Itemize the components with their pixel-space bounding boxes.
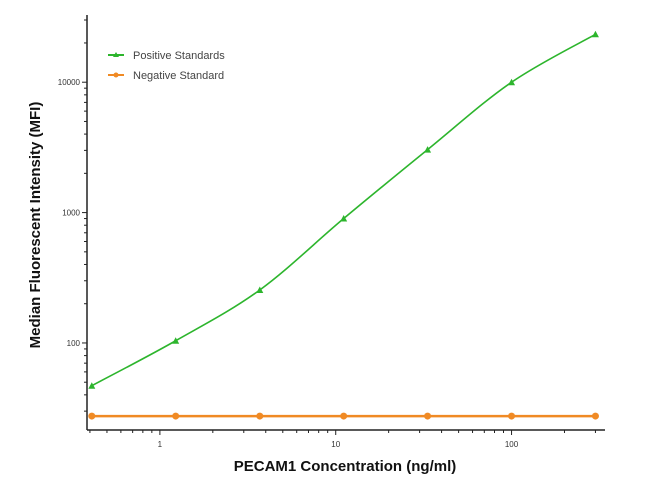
data-point: [172, 412, 180, 420]
data-point: [256, 286, 264, 293]
data-point: [172, 337, 180, 344]
data-point: [424, 146, 432, 153]
x-axis-label: PECAM1 Concentration (ng/ml): [234, 458, 457, 475]
legend-label: Positive Standards: [133, 50, 225, 62]
data-point: [591, 30, 599, 38]
legend-label: Negative Standard: [133, 70, 224, 82]
x-tick-label: 100: [505, 440, 519, 449]
series-layer: [88, 30, 599, 420]
data-point: [88, 382, 96, 389]
series-line-positive: [91, 33, 596, 387]
data-point: [340, 412, 348, 420]
legend-marker: [113, 72, 119, 78]
data-point: [424, 412, 432, 420]
data-point: [591, 412, 599, 420]
x-tick-label: 10: [331, 440, 340, 449]
data-point: [508, 412, 516, 420]
data-point: [340, 215, 348, 222]
data-point: [88, 412, 96, 420]
y-tick-label: 1000: [62, 209, 80, 218]
y-tick-label: 10000: [58, 78, 81, 87]
x-tick-label: 1: [158, 440, 163, 449]
y-axis-label: Median Fluorescent Intensity (MFI): [27, 102, 44, 349]
data-point: [256, 412, 264, 420]
legend-marker: [113, 52, 119, 57]
data-point: [508, 78, 516, 86]
y-tick-label: 100: [67, 339, 81, 348]
legend: Positive Standards Negative Standard: [108, 50, 225, 82]
axes: 1 10 100 100 1000 10000: [58, 15, 605, 449]
